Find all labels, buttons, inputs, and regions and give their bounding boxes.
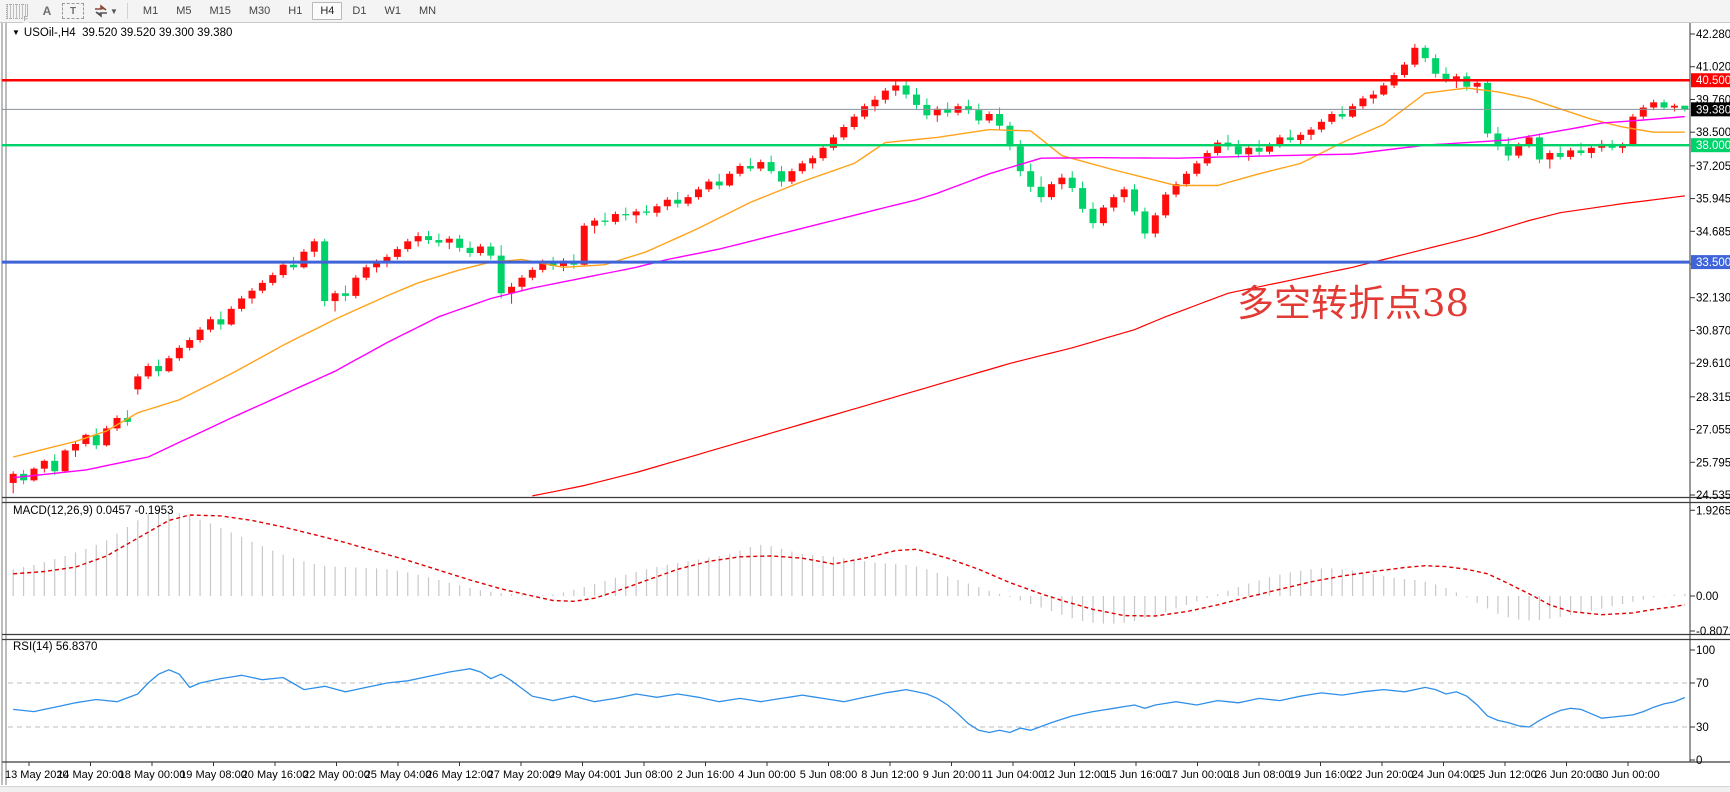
time-axis-label: 4 Jun 00:00: [738, 769, 796, 781]
time-axis-label: 17 Jun 00:00: [1166, 769, 1230, 781]
window-bottom-edge: [0, 786, 1730, 792]
time-axis-label: 19 Jun 16:00: [1289, 769, 1353, 781]
chevron-down-icon: ▼: [110, 6, 118, 16]
time-axis-label: 18 Jun 08:00: [1227, 769, 1291, 781]
time-axis-label: 15 Jun 16:00: [1104, 769, 1168, 781]
time-axis-label: 2 Jun 16:00: [677, 769, 735, 781]
time-axis-label: 18 May 00:00: [119, 769, 186, 781]
time-axis-label: 11 Jun 04:00: [982, 769, 1045, 781]
macd-values: 0.0457 -0.1953: [96, 505, 174, 517]
current-price-label: 39.380: [1696, 104, 1730, 116]
time-axis-label: 26 Jun 20:00: [1535, 769, 1599, 781]
rsi-label: RSI(14) 56.8370: [13, 641, 98, 653]
hline-resistance-price-label: 40.500: [1696, 75, 1730, 87]
toolbar-separator: [126, 3, 128, 19]
price-tick-label: 38.500: [1696, 127, 1730, 139]
rsi-tick-label: 70: [1696, 678, 1709, 690]
price-tick-label: 27.055: [1696, 425, 1730, 437]
current-price-line: 39.380: [2, 102, 1730, 117]
time-axis-label: 9 Jun 20:00: [923, 769, 981, 781]
tf-button-M1[interactable]: M1: [142, 5, 159, 17]
price-tick-label: 30.870: [1696, 325, 1730, 337]
hline-support-blue[interactable]: 33.500: [2, 255, 1730, 270]
macd-tick-label: 1.9265: [1696, 505, 1730, 517]
arrows-tool-button[interactable]: ▼: [92, 1, 119, 21]
time-axis-label: 24 Jun 04:00: [1412, 769, 1476, 781]
toolbar-grip-icon[interactable]: F: [6, 3, 29, 23]
panel-frame: [0, 22, 1730, 792]
tf-button-H1[interactable]: H1: [288, 5, 303, 17]
text-tool-button[interactable]: T: [62, 3, 84, 19]
time-axis-label: 8 Jun 12:00: [861, 769, 919, 781]
symbol-label: USOil-,H4: [23, 27, 76, 39]
rsi-tick-label: 30: [1696, 722, 1709, 734]
time-axis-label: 20 May 16:00: [242, 769, 309, 781]
ma-fast-line: [13, 87, 1685, 458]
hline-support-green[interactable]: 38.000: [2, 138, 1730, 153]
time-axis-label: 13 May 2020: [5, 769, 69, 781]
price-tick-label: 42.280: [1696, 29, 1730, 41]
price-tick-label: 34.685: [1696, 226, 1730, 238]
ohlc-values: 39.520 39.520 39.300 39.380: [82, 27, 233, 39]
hline-resistance[interactable]: 40.500: [2, 73, 1730, 88]
time-axis-label: 12 Jun 12:00: [1043, 769, 1107, 781]
macd-tick-label: 0.00: [1696, 591, 1718, 603]
price-tick-label: 41.020: [1696, 62, 1730, 74]
time-axis-label: 22 Jun 20:00: [1350, 769, 1414, 781]
tf-button-MN[interactable]: MN: [418, 5, 437, 17]
time-axis-label: 5 Jun 08:00: [800, 769, 858, 781]
time-axis-label: 25 Jun 12:00: [1473, 769, 1537, 781]
time-axis-label: 26 May 12:00: [426, 769, 493, 781]
chart-annotation-text[interactable]: 多空转折点38: [1237, 282, 1470, 325]
triangle-down-icon[interactable]: ▼: [12, 28, 20, 37]
font-tool-button[interactable]: A: [42, 4, 52, 18]
time-axis-label: 27 May 20:00: [488, 769, 555, 781]
macd-layer: [12, 510, 1686, 624]
price-tick-label: 28.315: [1696, 392, 1730, 404]
toolbar: F A T ▼ M1 M5 M15 M30 H1 H4 D1 W1 MN: [0, 0, 1730, 23]
tf-button-M30[interactable]: M30: [248, 5, 271, 17]
hline-support-blue-price-label: 33.500: [1696, 257, 1730, 269]
rsi-tick-label: 0: [1696, 755, 1702, 767]
rsi-axis[interactable]: 100 70 30 0: [1690, 645, 1715, 767]
rsi-value: 56.8370: [55, 641, 98, 653]
timeframe-group: M1 M5 M15 M30 H1 H4 D1 W1 MN: [134, 2, 445, 20]
rsi-tick-label: 100: [1696, 645, 1715, 657]
price-tick-label: 25.795: [1696, 457, 1730, 469]
time-axis-label: 25 May 04:00: [365, 769, 432, 781]
tf-button-W1[interactable]: W1: [384, 5, 401, 17]
time-axis-label: 22 May 00:00: [303, 769, 370, 781]
price-tick-label: 35.945: [1696, 194, 1730, 206]
tf-button-D1[interactable]: D1: [352, 5, 367, 17]
time-axis-label: 29 May 04:00: [549, 769, 616, 781]
price-tick-label: 32.130: [1696, 293, 1730, 305]
tf-button-M5[interactable]: M5: [176, 5, 192, 17]
time-axis-label: 14 May 20:00: [57, 769, 124, 781]
ma-slow-line: [532, 195, 1685, 497]
time-axis-label: 19 May 08:00: [180, 769, 247, 781]
time-axis-label: 30 Jun 00:00: [1596, 769, 1660, 781]
rsi-line: [13, 668, 1686, 734]
hline-support-green-price-label: 38.000: [1696, 140, 1730, 152]
tf-button-M15[interactable]: M15: [209, 5, 231, 17]
ma-mid-line: [13, 115, 1685, 479]
rsi-levels: [8, 682, 1690, 728]
tf-button-H4[interactable]: H4: [312, 2, 343, 20]
price-tick-label: 24.535: [1696, 490, 1730, 502]
time-axis-label: 1 Jun 08:00: [615, 769, 673, 781]
price-tick-label: 37.205: [1696, 161, 1730, 173]
price-tick-label: 29.610: [1696, 358, 1730, 370]
arrows-icon: [95, 4, 107, 18]
macd-label: MACD(12,26,9) 0.0457 -0.1953: [13, 505, 174, 517]
symbol-ohlc-line: ▼ USOil-,H4 39.520 39.520 39.300 39.380: [12, 27, 232, 39]
